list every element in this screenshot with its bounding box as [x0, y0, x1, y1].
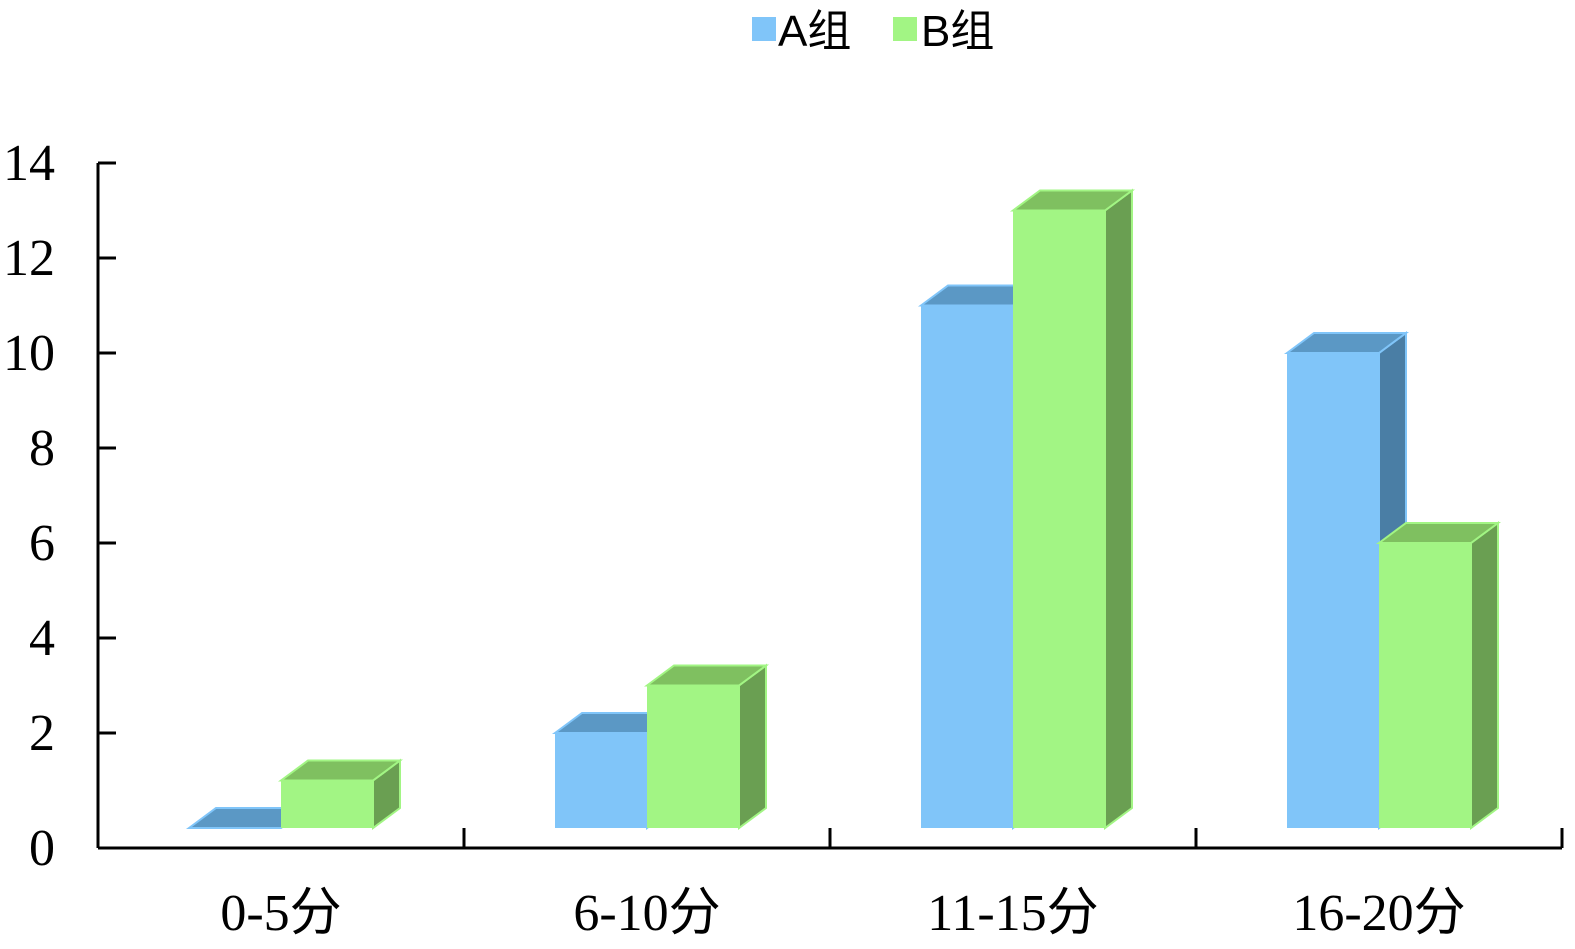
x-tick-label: 0-5分: [220, 885, 341, 942]
y-ticks: 0 2 4 6 8 10 12 14: [3, 135, 116, 877]
legend-label: B组: [921, 7, 994, 56]
x-tick-label: 11-15分: [927, 885, 1098, 942]
x-tick-label: 6-10分: [573, 885, 720, 942]
bar: [1009, 188, 1136, 830]
y-tick-label: 8: [29, 420, 55, 477]
y-tick-label: 14: [3, 135, 55, 192]
bar-side: [1470, 521, 1499, 830]
y-tick-label: 0: [29, 820, 55, 877]
y-tick-label: 6: [29, 515, 55, 572]
bar: [1375, 521, 1502, 830]
bar: [277, 758, 404, 830]
legend-item: B组: [893, 7, 994, 56]
x-tick-label: 16-20分: [1292, 885, 1465, 942]
y-tick-label: 10: [3, 325, 55, 382]
bars-layer: [185, 188, 1502, 830]
bar-front: [647, 685, 739, 828]
legend-swatch: [752, 17, 776, 41]
bar: [643, 663, 770, 830]
y-tick-label: 2: [29, 705, 55, 762]
bar-front: [281, 780, 373, 828]
bar-front: [921, 305, 1013, 828]
bar-front: [555, 733, 647, 828]
bar-side: [738, 663, 767, 830]
legend-item: A组: [752, 7, 851, 56]
bar-side: [1104, 188, 1133, 830]
bar-front: [1379, 543, 1471, 828]
x-ticks: 0-5分 6-10分 11-15分 16-20分: [220, 828, 1564, 942]
legend-label: A组: [778, 7, 851, 56]
bar-front: [1287, 353, 1379, 828]
legend: A组 B组: [752, 7, 994, 56]
legend-swatch: [893, 17, 917, 41]
bar-front: [1013, 210, 1105, 828]
y-tick-label: 4: [29, 610, 55, 667]
y-tick-label: 12: [3, 230, 55, 287]
